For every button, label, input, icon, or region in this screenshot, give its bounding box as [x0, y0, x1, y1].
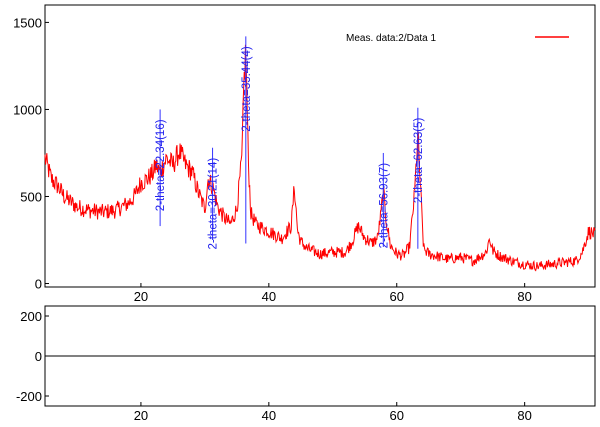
peak-label: 2-theta=22.34(16) — [155, 119, 167, 211]
residual-y-tick-label: 200 — [20, 309, 42, 324]
residual-x-axis: 20 40 60 80 — [134, 402, 532, 423]
peak-annotations: 2-theta=22.34(16) 2-theta=30.21(14) 2-thet… — [155, 36, 425, 249]
measured-x-tick-label: 80 — [517, 289, 531, 304]
residual-x-tick-label: 20 — [134, 408, 148, 423]
measured-y-axis: 0 500 1000 1500 — [13, 15, 49, 292]
measured-x-tick-label: 40 — [262, 289, 276, 304]
residual-y-tick-label: 0 — [35, 349, 42, 364]
measured-plot-frame — [44, 4, 596, 288]
peak-label: 2-theta=30.21(14) — [208, 158, 220, 250]
residual-x-tick-label: 40 — [262, 408, 276, 423]
residual-y-tick-label: -200 — [16, 389, 42, 404]
peak-label: 2-theta=62.63(5) — [413, 118, 425, 204]
measured-y-tick-label: 1500 — [13, 15, 42, 30]
residual-x-tick-label: 60 — [390, 408, 404, 423]
residual-y-axis: 200 0 -200 — [16, 309, 49, 404]
measured-panel: 2-theta=22.34(16) 2-theta=30.21(14) 2-thet… — [13, 4, 596, 304]
residual-x-tick-label: 80 — [517, 408, 531, 423]
measured-series-group — [44, 44, 596, 272]
measured-y-tick-label: 0 — [35, 277, 42, 292]
legend-label: Meas. data:2/Data 1 — [346, 33, 436, 44]
peak-label: 2-theta=56.93(7) — [378, 163, 390, 249]
residual-panel: 20 40 60 80 200 0 -200 — [16, 305, 596, 423]
measured-x-tick-label: 20 — [134, 289, 148, 304]
measured-series-line — [44, 44, 596, 272]
measured-x-tick-label: 60 — [390, 289, 404, 304]
measured-y-tick-label: 1000 — [13, 102, 42, 117]
measured-y-tick-label: 500 — [20, 189, 42, 204]
peak-label: 2-theta=35.44(4) — [241, 46, 253, 132]
legend: Meas. data:2/Data 1 — [346, 33, 569, 44]
measured-x-axis: 20 40 60 80 — [134, 283, 532, 304]
